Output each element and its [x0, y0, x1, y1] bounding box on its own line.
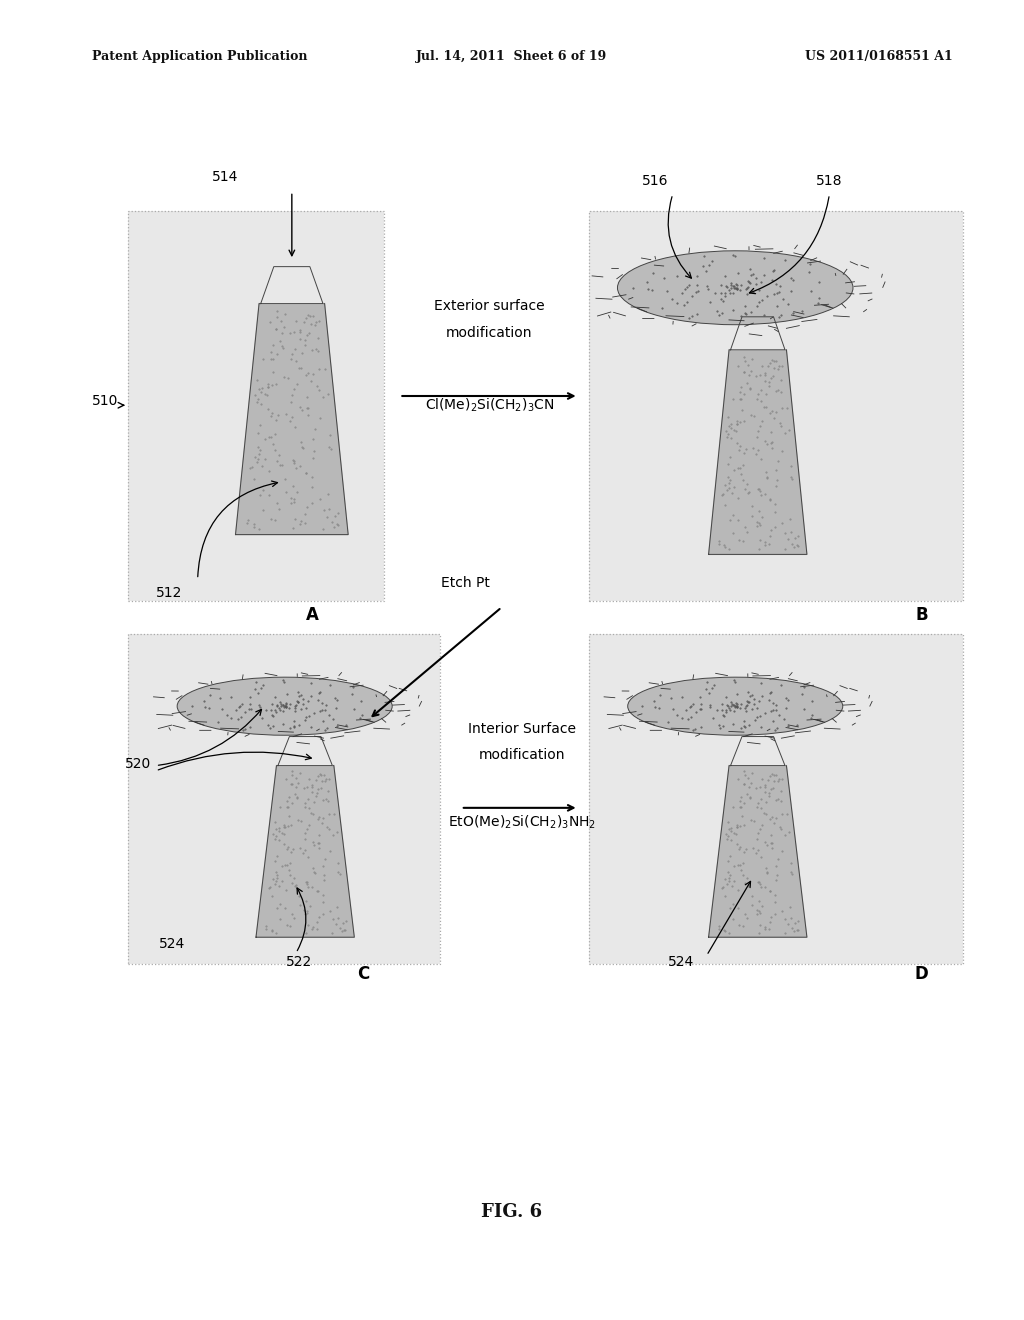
- Text: Cl(Me)$_2$Si(CH$_2$)$_3$CN: Cl(Me)$_2$Si(CH$_2$)$_3$CN: [425, 396, 554, 413]
- Text: modification: modification: [479, 748, 565, 762]
- Text: 514: 514: [212, 170, 239, 183]
- Text: US 2011/0168551 A1: US 2011/0168551 A1: [805, 50, 952, 63]
- Polygon shape: [709, 350, 807, 554]
- Text: Interior Surface: Interior Surface: [468, 722, 577, 735]
- Text: C: C: [357, 965, 370, 983]
- Polygon shape: [278, 737, 333, 766]
- Text: EtO(Me)$_2$Si(CH$_2$)$_3$NH$_2$: EtO(Me)$_2$Si(CH$_2$)$_3$NH$_2$: [449, 813, 596, 830]
- Text: 516: 516: [642, 174, 669, 187]
- Text: D: D: [914, 965, 929, 983]
- Text: 524: 524: [159, 937, 185, 950]
- Polygon shape: [256, 766, 354, 937]
- Text: Jul. 14, 2011  Sheet 6 of 19: Jul. 14, 2011 Sheet 6 of 19: [417, 50, 607, 63]
- Text: 524: 524: [668, 956, 694, 969]
- Text: 522: 522: [286, 956, 312, 969]
- Polygon shape: [589, 634, 963, 964]
- Ellipse shape: [628, 677, 843, 735]
- Polygon shape: [709, 766, 807, 937]
- Text: Exterior surface: Exterior surface: [434, 300, 545, 313]
- Polygon shape: [236, 304, 348, 535]
- Text: FIG. 6: FIG. 6: [481, 1203, 543, 1221]
- Ellipse shape: [617, 251, 853, 325]
- Text: modification: modification: [446, 326, 532, 339]
- Polygon shape: [128, 634, 440, 964]
- Text: Patent Application Publication: Patent Application Publication: [92, 50, 307, 63]
- Polygon shape: [261, 267, 323, 304]
- Polygon shape: [730, 737, 785, 766]
- Ellipse shape: [177, 677, 392, 735]
- Polygon shape: [589, 211, 963, 601]
- Text: 520: 520: [125, 758, 152, 771]
- Polygon shape: [730, 317, 785, 350]
- Text: B: B: [915, 606, 928, 624]
- Text: 510: 510: [92, 395, 119, 408]
- Polygon shape: [128, 211, 384, 601]
- Text: 512: 512: [156, 586, 182, 599]
- Text: Etch Pt: Etch Pt: [441, 577, 490, 590]
- Text: A: A: [306, 606, 318, 624]
- Text: 518: 518: [816, 174, 843, 187]
